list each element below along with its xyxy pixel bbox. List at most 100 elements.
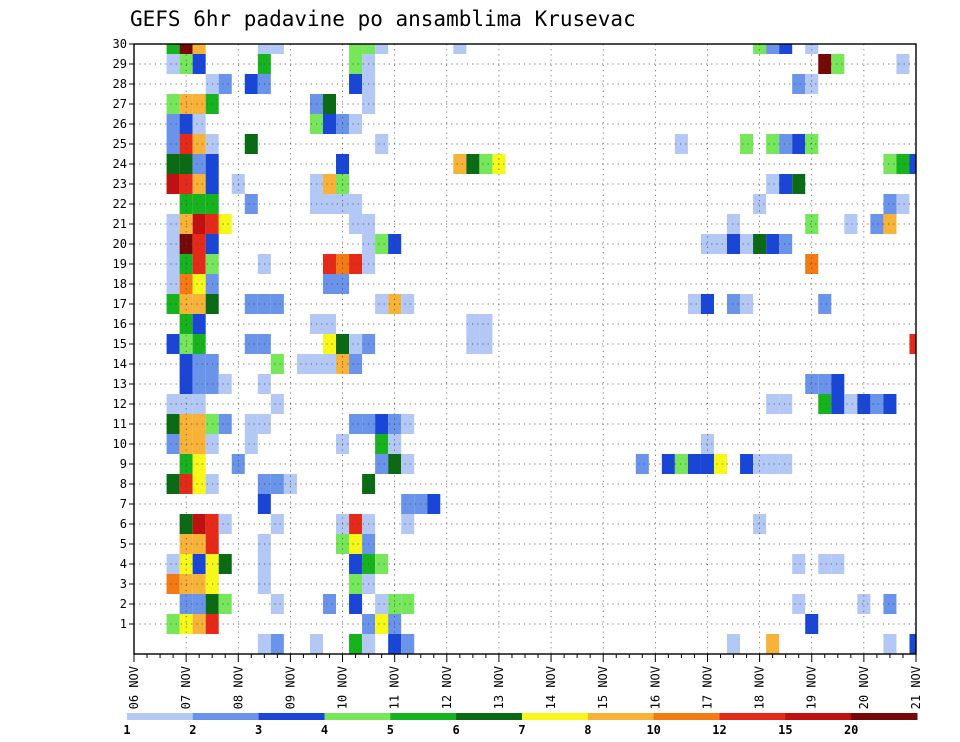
colorbar-label: 12 [712,723,726,737]
heatmap-cell [818,374,832,394]
heatmap-cell [166,474,180,494]
y-tick-label: 9 [120,457,127,471]
y-tick-label: 19 [113,257,127,271]
heatmap-cell [766,234,780,254]
heatmap-cell [792,174,806,194]
colorbar-segment [653,713,720,720]
heatmap-cell [766,634,780,654]
y-tick-label: 24 [113,157,127,171]
y-tick-label: 25 [113,137,127,151]
heatmap-cell [179,44,193,54]
heatmap-cell [270,634,284,654]
y-tick-label: 7 [120,497,127,511]
heatmap-cell [166,334,180,354]
heatmap-cell [218,514,232,534]
heatmap-cell [674,454,688,474]
heatmap-cell [635,454,649,474]
x-tick-label: 08 NOV [231,666,245,709]
heatmap-cell [192,374,206,394]
heatmap-cell [805,374,819,394]
heatmap-cell [192,114,206,134]
heatmap-cell [687,294,701,314]
colorbar-segment [456,713,523,720]
heatmap-cell [805,44,819,54]
heatmap-cell [166,154,180,174]
y-tick-label: 4 [120,557,127,571]
heatmap-cell [779,394,793,414]
heatmap-cell [401,414,415,434]
heatmap-cell [192,134,206,154]
colorbar-segment [390,713,457,720]
colorbar-segment [127,713,194,720]
heatmap-cell [401,594,415,614]
heatmap-cell [375,554,389,574]
heatmap-cell [257,634,271,654]
x-tick-label: 20 NOV [857,666,871,709]
y-tick-label: 12 [113,397,127,411]
heatmap-cell [674,134,688,154]
heatmap-cell [244,434,258,454]
heatmap-cell [349,254,363,274]
heatmap-cell [349,554,363,574]
y-tick-label: 13 [113,377,127,391]
heatmap-cell [166,254,180,274]
x-tick-label: 09 NOV [283,666,297,709]
heatmap-cell [401,294,415,314]
heatmap-cell [166,44,180,54]
colorbar-label: 6 [453,723,460,737]
heatmap-cell [753,44,767,54]
heatmap-cell [753,234,767,254]
colorbar-label: 3 [255,723,262,737]
heatmap-cell [727,234,741,254]
heatmap-cell [192,554,206,574]
heatmap-cell [322,594,337,614]
heatmap-cell [818,394,832,414]
colorbar-label: 10 [646,723,660,737]
heatmap-cell [740,294,754,314]
heatmap-cell [375,454,389,474]
heatmap-cell [270,594,284,614]
heatmap-cell [166,114,180,134]
heatmap-cell [166,574,180,594]
heatmap-cell [192,54,206,74]
heatmap-cell [192,194,206,214]
heatmap-cell [166,214,180,234]
heatmap-cell [766,134,780,154]
heatmap-cell [349,414,363,434]
heatmap-cell [792,594,806,614]
heatmap-cell [909,154,916,174]
heatmap-cell [166,274,180,294]
heatmap-cell [349,534,363,554]
heatmap-cell [192,354,206,374]
colorbar-label: 2 [189,723,196,737]
heatmap-cell [896,154,910,174]
heatmap-cell [349,114,363,134]
heatmap-cell [192,454,206,474]
heatmap-cell [362,634,376,654]
y-tick-label: 30 [113,37,127,51]
y-tick-label: 16 [113,317,127,331]
x-tick-label: 14 NOV [544,666,558,709]
heatmap-cell [401,494,415,514]
heatmap-cell [700,234,714,254]
heatmap-cell [375,134,389,154]
colorbar-segment [324,713,391,720]
heatmap-cell [479,154,493,174]
x-axis: 06 NOV 07 NOV 08 NOV 09 NOV 10 NOV 11 NOV 12 N… [127,654,923,709]
x-tick-label: 06 NOV [127,666,141,709]
heatmap-cell [166,294,180,314]
heatmap-cell [166,434,180,454]
heatmap-cell [661,454,675,474]
x-tick-label: 13 NOV [492,666,506,709]
heatmap-cell [792,134,806,154]
heatmap-cell [192,214,206,234]
heatmap-cell [831,394,845,414]
y-tick-label: 14 [113,357,127,371]
heatmap-cell [322,174,337,194]
heatmap-cell [375,614,389,634]
x-tick-label: 21 NOV [909,666,923,709]
heatmap-cell [805,214,819,234]
heatmap-cell [322,334,337,354]
heatmap-cell [322,354,337,374]
heatmap-cell [244,294,258,314]
